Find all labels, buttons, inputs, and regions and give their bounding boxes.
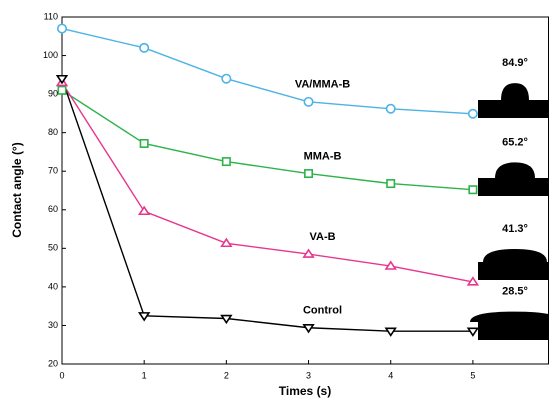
y-tick-label: 110 <box>44 11 58 21</box>
series-label: Control <box>303 305 342 317</box>
y-tick-label: 100 <box>43 50 58 60</box>
droplet <box>495 162 535 178</box>
series-line <box>61 82 474 283</box>
x-tick-label: 0 <box>59 370 64 380</box>
droplet-substrate <box>478 322 549 340</box>
y-tick-label: 80 <box>48 127 58 137</box>
marker <box>467 108 478 119</box>
marker <box>57 85 67 95</box>
marker <box>220 314 233 325</box>
marker <box>384 327 397 337</box>
marker <box>385 103 396 114</box>
series-line <box>61 89 473 191</box>
x-tick-label: 5 <box>470 370 475 380</box>
marker <box>56 23 67 34</box>
marker <box>466 327 480 337</box>
end-label: 41.3° <box>502 223 528 235</box>
x-axis-title: Times (s) <box>279 384 331 398</box>
x-tick-label: 1 <box>142 370 147 380</box>
marker <box>139 138 149 148</box>
x-tick-label: 4 <box>388 370 393 380</box>
series-line <box>61 78 473 332</box>
marker <box>137 205 151 216</box>
droplet-substrate <box>478 178 549 196</box>
y-tick-label: 90 <box>48 88 58 98</box>
marker <box>302 248 315 258</box>
end-label: 65.2° <box>502 136 528 148</box>
droplet <box>470 311 549 322</box>
marker <box>221 157 231 167</box>
marker <box>386 179 396 189</box>
droplet <box>483 249 547 262</box>
y-tick-label: 20 <box>48 358 58 368</box>
series-line <box>61 27 473 115</box>
series-label: VA/MMA-B <box>295 79 350 91</box>
droplet-substrate <box>478 100 549 118</box>
marker <box>304 169 314 179</box>
marker <box>466 276 480 286</box>
y-axis-title: Contact angle (°) <box>10 142 24 237</box>
marker <box>220 237 233 248</box>
series-label: VA-B <box>309 231 335 243</box>
end-label: 84.9° <box>502 57 528 69</box>
marker <box>55 74 69 85</box>
droplet <box>501 83 529 100</box>
droplet-substrate <box>478 262 549 280</box>
y-tick-label: 60 <box>48 204 58 214</box>
end-label: 28.5° <box>502 286 528 298</box>
marker <box>139 42 150 53</box>
x-tick-label: 3 <box>306 370 311 380</box>
y-tick-label: 40 <box>48 281 58 291</box>
x-tick-label: 2 <box>224 370 229 380</box>
marker <box>468 185 478 195</box>
marker <box>302 324 315 334</box>
marker <box>137 312 151 322</box>
marker <box>303 96 314 107</box>
marker <box>221 73 232 84</box>
y-tick-label: 30 <box>48 320 58 330</box>
marker <box>384 260 397 270</box>
y-tick-label: 70 <box>48 166 58 176</box>
y-tick-label: 50 <box>48 243 58 253</box>
series-label: MMA-B <box>304 150 342 162</box>
